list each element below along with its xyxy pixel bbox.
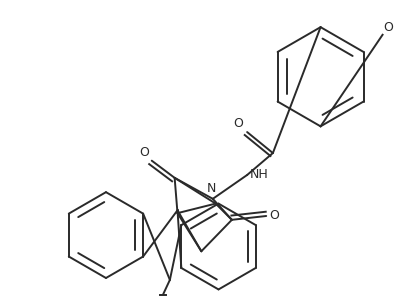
Text: O: O [234,117,243,130]
Text: N: N [207,182,216,195]
Text: O: O [384,21,393,34]
Text: O: O [139,146,149,159]
Text: NH: NH [250,168,269,181]
Text: O: O [269,209,279,222]
